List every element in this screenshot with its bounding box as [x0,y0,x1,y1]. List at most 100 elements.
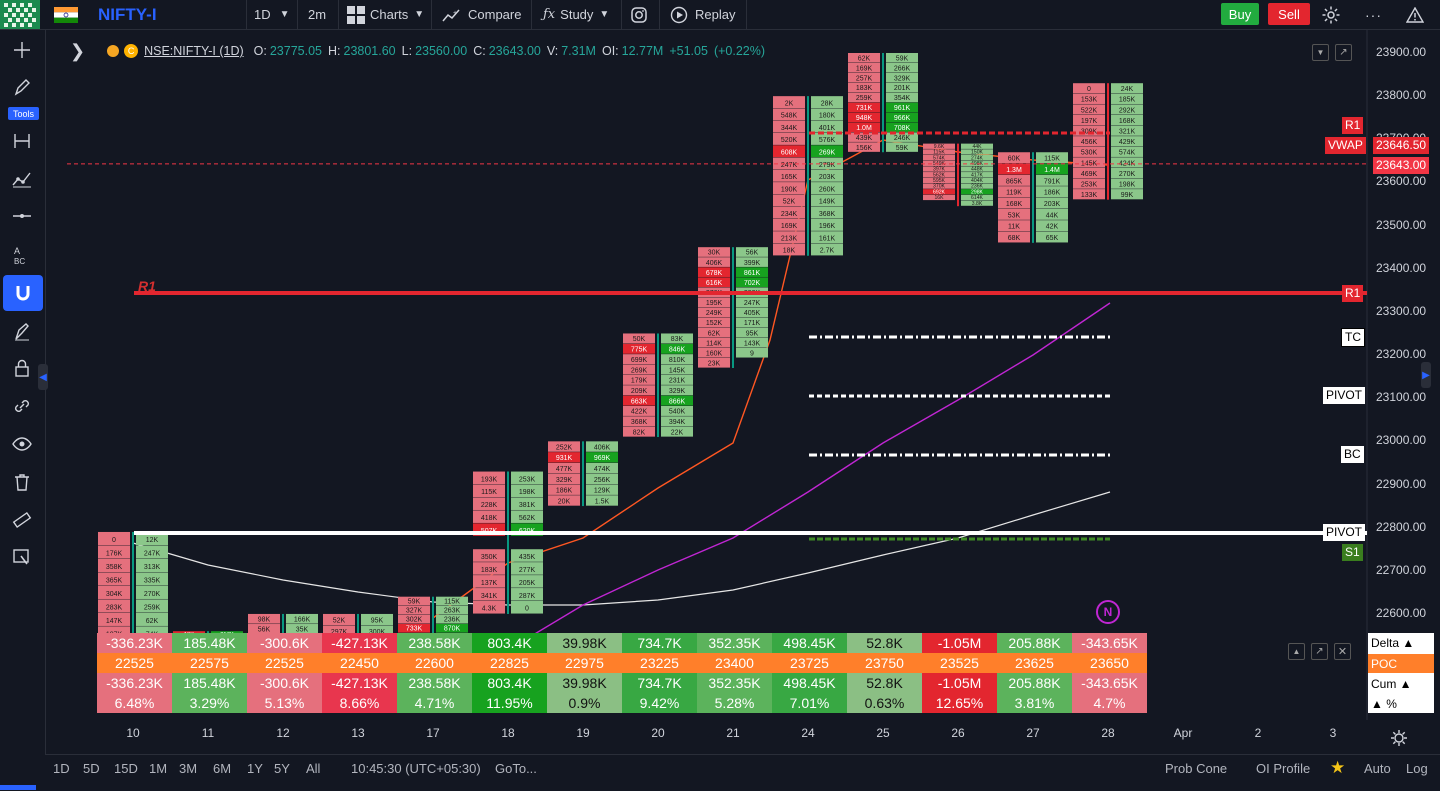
stats-poc-cell: 23650 [1072,653,1147,673]
delete-tool[interactable] [8,468,36,496]
study-label: Study [560,7,594,22]
buy-volume-text: 435K [519,554,536,561]
range-button-all[interactable]: All [306,760,321,776]
range-button-1y[interactable]: 1Y [247,760,263,776]
pane-maximize-button[interactable]: ↗ [1335,44,1352,61]
footprint-candle-25[interactable]: 62K 59K 169K 266K 257K 329K 183K 201K 259K 354K 73… [848,53,918,153]
horizontal-line-tool[interactable] [8,202,36,230]
buy-volume-cell [736,247,768,257]
symbol-search[interactable]: NIFTY-I [98,4,157,24]
buy-volume-cell [961,172,993,178]
more-button[interactable]: ··· [1365,6,1382,23]
ruler-tool[interactable] [8,506,36,534]
clock-display[interactable]: 10:45:30 (UTC+05:30) [351,760,481,776]
stats-delta-cell: -343.65K [1072,633,1147,653]
footprint-candle-26[interactable]: 9.6K 44K 115K 150K 574K 274K 549K 498K 397K 448K 5… [923,143,993,207]
trendline-tool[interactable] [8,127,36,155]
goto-button[interactable]: GoTo... [495,760,537,776]
buy-volume-cell [586,495,618,506]
range-button-1m[interactable]: 1M [149,760,168,776]
log-scale-button[interactable]: Log [1406,760,1428,776]
prob-cone-button[interactable]: Prob Cone [1165,760,1228,776]
buy-volume-text: 474K [594,466,611,473]
sell-volume-cell [698,257,730,267]
stats-pct-cell: 5.13% [247,693,322,713]
pencil-tool[interactable] [8,74,36,102]
status-dot-icon [107,45,120,57]
buy-volume-text: 256K [594,477,611,484]
brush-tool[interactable] [8,318,36,346]
right-collapse-handle[interactable]: ▶ [1421,362,1431,388]
buy-volume-cell [661,395,693,406]
stats-pane-up-button[interactable]: ▲ [1288,643,1305,660]
link-tool[interactable] [8,392,36,420]
lock-tool[interactable] [8,354,36,382]
legend-symbol[interactable]: NSE:NIFTY-I (1D) [144,44,244,58]
stats-pane-close-button[interactable]: ✕ [1334,643,1351,660]
charts-button[interactable]: Charts ▼ [347,0,424,29]
expand-legend-icon[interactable]: ❯ [70,40,86,61]
stats-pane-maximize-button[interactable]: ↗ [1311,643,1328,660]
magnet-tool[interactable] [3,275,43,311]
compare-button[interactable]: + Compare [442,0,521,29]
footprint-candle-21[interactable]: 30K 56K 406K 399K 678K 861K 616K 702K 276K 293K 19… [698,247,768,368]
buy-volume-text: 260K [819,186,836,193]
pane-collapse-button[interactable]: ▼ [1312,44,1329,61]
collapse-toolbar-handle[interactable]: ◀ [38,364,48,390]
buy-volume-cell [811,145,843,158]
crosshair-tool[interactable] [8,36,36,64]
pattern-tool[interactable] [8,165,36,193]
interval-selector[interactable]: 1D ▼ [254,0,290,29]
range-button-1d[interactable]: 1D [53,760,70,776]
range-button-5d[interactable]: 5D [83,760,100,776]
auto-scale-button[interactable]: Auto [1364,760,1391,776]
range-button-6m[interactable]: 6M [213,760,232,776]
active-indicator-bar [0,785,36,790]
stats-pct-cell: 3.81% [997,693,1072,713]
buy-button[interactable]: Buy [1221,3,1259,25]
settings-button[interactable] [1321,0,1341,29]
range-button-15d[interactable]: 15D [114,760,138,776]
sell-volume-text: 16K [934,195,944,201]
oi-profile-button[interactable]: OI Profile [1256,760,1311,776]
footprint-candle-24[interactable]: 2K 28K 548K 180K 344K 401K 520K 576K 608K 269K 247… [773,96,843,256]
sell-volume-cell [923,183,955,189]
range-button-3m[interactable]: 3M [179,760,198,776]
footprint-candle-28[interactable]: 0 24K 153K 185K 522K 292K 197K 168K 309K 321K 456K… [1073,83,1143,200]
time-tick-label: 20 [651,726,665,740]
buy-volume-text: 198K [519,489,536,496]
buy-volume-text: 313K [144,564,161,571]
range-button-5y[interactable]: 5Y [274,760,290,776]
sell-volume-cell [998,220,1030,232]
footprint-candle-27[interactable]: 60K 115K 1.3M 1.4M 865K 791K 119K 186K 168K 203K 5… [998,152,1068,243]
study-button[interactable]: ƒx Study ▼ [543,0,609,29]
visibility-tool[interactable] [8,430,36,458]
footprint-candle-20[interactable]: 50K 83K 775K 846K 699K 810K 269K 145K 179K 231K 20… [623,333,693,438]
sell-volume-text: 133K [1081,192,1098,199]
pct-row-label: ▲ % [1371,696,1397,711]
text-tool[interactable]: A BC [8,241,36,269]
order-tool[interactable] [8,543,36,571]
buy-volume-text: 168K [1119,118,1136,125]
star-icon[interactable]: ★ [1330,758,1346,777]
sell-volume-text: 699K [631,357,648,364]
replay-button[interactable]: Replay [670,0,735,29]
sell-volume-text: 507K [481,528,498,535]
footprint-candle-18[interactable]: 193K 253K 115K 198K 228K 381K 418K 562K 507K 620K… [473,471,543,614]
footprint-candle-19[interactable]: 252K 406K 931K 969K 477K 474K 329K 256K 186K 129K… [548,441,618,507]
news-marker[interactable]: N [1096,600,1120,624]
stats-poc-cell: 22450 [322,653,397,673]
sell-volume-text: 276K [706,290,723,297]
buy-volume-cell [886,62,918,73]
alert-button[interactable] [1406,0,1424,29]
sell-button[interactable]: Sell [1268,3,1310,25]
buy-volume-cell [1036,174,1068,186]
footprint-candle-10[interactable]: 0 12K 176K 247K 358K 313K 365K 335K 304K 270K 283K… [98,531,168,640]
sell-volume-text: 469K [1081,171,1098,178]
instagram-button[interactable] [630,0,648,29]
chart-settings-button[interactable] [1390,729,1408,752]
sub-interval-button[interactable]: 2m [308,7,327,22]
app-logo[interactable] [0,0,42,29]
sell-volume-text: 169K [856,65,873,72]
buy-volume-cell [436,623,468,633]
